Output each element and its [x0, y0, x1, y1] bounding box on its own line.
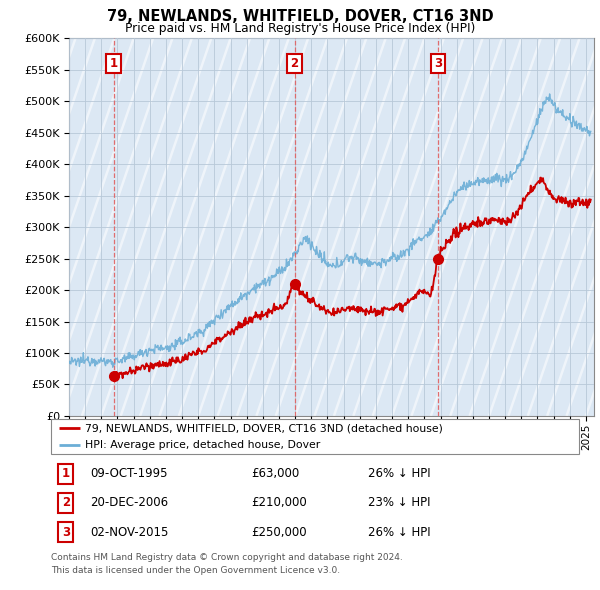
Text: HPI: Average price, detached house, Dover: HPI: Average price, detached house, Dove…	[85, 440, 320, 450]
Text: £63,000: £63,000	[251, 467, 300, 480]
Text: 79, NEWLANDS, WHITFIELD, DOVER, CT16 3ND: 79, NEWLANDS, WHITFIELD, DOVER, CT16 3ND	[107, 9, 493, 24]
Text: 20-DEC-2006: 20-DEC-2006	[91, 496, 169, 510]
Text: 26% ↓ HPI: 26% ↓ HPI	[368, 467, 430, 480]
Text: Contains HM Land Registry data © Crown copyright and database right 2024.: Contains HM Land Registry data © Crown c…	[51, 553, 403, 562]
Text: 02-NOV-2015: 02-NOV-2015	[91, 526, 169, 539]
Text: £210,000: £210,000	[251, 496, 307, 510]
Text: Price paid vs. HM Land Registry's House Price Index (HPI): Price paid vs. HM Land Registry's House …	[125, 22, 475, 35]
Text: 09-OCT-1995: 09-OCT-1995	[91, 467, 168, 480]
Text: 3: 3	[62, 526, 70, 539]
Text: 2: 2	[62, 496, 70, 510]
Text: 23% ↓ HPI: 23% ↓ HPI	[368, 496, 430, 510]
Text: 2: 2	[290, 57, 299, 70]
Text: 1: 1	[110, 57, 118, 70]
Text: 26% ↓ HPI: 26% ↓ HPI	[368, 526, 430, 539]
Text: 1: 1	[62, 467, 70, 480]
Text: £250,000: £250,000	[251, 526, 307, 539]
Text: This data is licensed under the Open Government Licence v3.0.: This data is licensed under the Open Gov…	[51, 566, 340, 575]
Text: 3: 3	[434, 57, 442, 70]
Text: 79, NEWLANDS, WHITFIELD, DOVER, CT16 3ND (detached house): 79, NEWLANDS, WHITFIELD, DOVER, CT16 3ND…	[85, 424, 443, 434]
